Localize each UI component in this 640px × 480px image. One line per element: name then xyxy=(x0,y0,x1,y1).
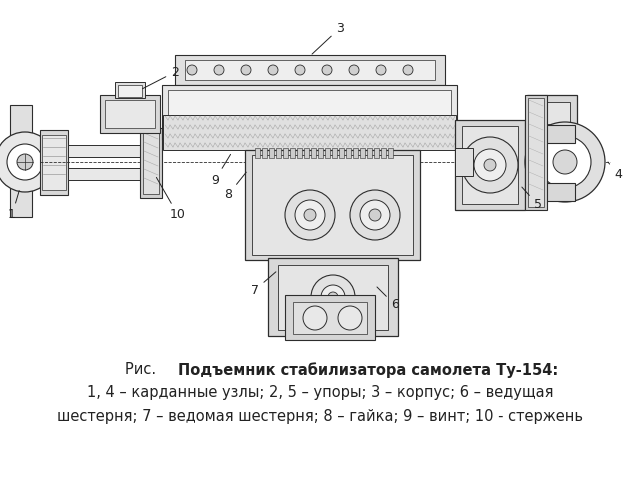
Bar xyxy=(367,148,372,158)
Circle shape xyxy=(285,190,335,240)
Bar xyxy=(140,128,162,198)
Bar xyxy=(10,175,32,217)
Text: 10: 10 xyxy=(156,178,186,221)
Bar xyxy=(268,258,398,336)
Circle shape xyxy=(403,65,413,75)
Bar xyxy=(252,155,413,255)
Bar xyxy=(10,105,32,147)
Text: 7: 7 xyxy=(251,272,276,297)
Circle shape xyxy=(7,144,43,180)
Text: 1: 1 xyxy=(8,191,19,221)
Bar xyxy=(105,100,155,128)
Bar xyxy=(360,148,365,158)
Bar xyxy=(290,148,295,158)
Bar xyxy=(100,95,160,133)
Text: Рис.: Рис. xyxy=(125,362,175,377)
Circle shape xyxy=(187,65,197,75)
Bar xyxy=(528,98,544,207)
Circle shape xyxy=(321,285,345,309)
Circle shape xyxy=(376,65,386,75)
Circle shape xyxy=(295,200,325,230)
Bar xyxy=(346,148,351,158)
Bar xyxy=(0,0,640,345)
Bar xyxy=(269,148,274,158)
Circle shape xyxy=(539,136,591,188)
Bar xyxy=(297,148,302,158)
Bar xyxy=(525,95,547,210)
Bar xyxy=(353,148,358,158)
Circle shape xyxy=(304,209,316,221)
Bar xyxy=(304,148,309,158)
Bar xyxy=(115,82,145,98)
Text: шестерня; 7 – ведомая шестерня; 8 – гайка; 9 – винт; 10 - стержень: шестерня; 7 – ведомая шестерня; 8 – гайк… xyxy=(57,408,583,423)
Bar xyxy=(455,120,525,210)
Bar xyxy=(332,148,337,158)
Bar xyxy=(185,60,435,80)
Circle shape xyxy=(322,65,332,75)
Bar xyxy=(283,148,288,158)
Bar xyxy=(40,130,68,195)
Bar xyxy=(374,148,379,158)
Bar xyxy=(527,95,577,130)
Bar xyxy=(255,148,260,158)
Circle shape xyxy=(338,306,362,330)
Circle shape xyxy=(484,159,496,171)
Bar xyxy=(278,265,388,330)
Circle shape xyxy=(268,65,278,75)
Bar xyxy=(325,148,330,158)
Circle shape xyxy=(553,150,577,174)
Circle shape xyxy=(525,122,605,202)
Bar xyxy=(339,148,344,158)
Bar xyxy=(68,168,153,180)
Bar xyxy=(293,302,367,334)
Circle shape xyxy=(311,275,355,319)
Bar xyxy=(311,148,316,158)
Bar xyxy=(388,148,393,158)
Bar xyxy=(118,85,142,97)
Bar xyxy=(10,147,32,177)
Circle shape xyxy=(0,132,55,192)
Text: 9: 9 xyxy=(211,155,230,187)
Circle shape xyxy=(350,190,400,240)
Circle shape xyxy=(241,65,251,75)
Bar xyxy=(462,126,518,204)
Bar xyxy=(534,102,570,124)
Text: 1, 4 – карданные узлы; 2, 5 – упоры; 3 – корпус; 6 – ведущая: 1, 4 – карданные узлы; 2, 5 – упоры; 3 –… xyxy=(87,385,553,400)
Text: 8: 8 xyxy=(224,172,246,202)
Circle shape xyxy=(462,137,518,193)
Bar xyxy=(318,148,323,158)
Bar xyxy=(175,55,445,85)
Bar xyxy=(530,125,575,143)
Circle shape xyxy=(17,154,33,170)
Bar xyxy=(163,115,456,150)
Circle shape xyxy=(303,306,327,330)
Bar xyxy=(162,85,457,140)
Text: 4: 4 xyxy=(608,162,622,181)
Bar xyxy=(245,150,420,260)
Text: 6: 6 xyxy=(377,287,399,312)
Bar xyxy=(530,183,575,201)
Text: Подъемник стабилизатора самолета Ту-154:: Подъемник стабилизатора самолета Ту-154: xyxy=(178,362,558,378)
Circle shape xyxy=(214,65,224,75)
Bar xyxy=(455,148,473,176)
Bar xyxy=(276,148,281,158)
Bar xyxy=(68,145,153,157)
Bar xyxy=(285,295,375,340)
Bar xyxy=(381,148,386,158)
Circle shape xyxy=(328,292,338,302)
Circle shape xyxy=(474,149,506,181)
Text: 5: 5 xyxy=(522,187,542,212)
Circle shape xyxy=(349,65,359,75)
Circle shape xyxy=(295,65,305,75)
Bar xyxy=(168,90,451,135)
Circle shape xyxy=(369,209,381,221)
Text: 3: 3 xyxy=(312,22,344,54)
Text: 2: 2 xyxy=(143,65,179,89)
Bar xyxy=(262,148,267,158)
Bar xyxy=(143,132,159,194)
Circle shape xyxy=(360,200,390,230)
Bar xyxy=(42,135,66,190)
